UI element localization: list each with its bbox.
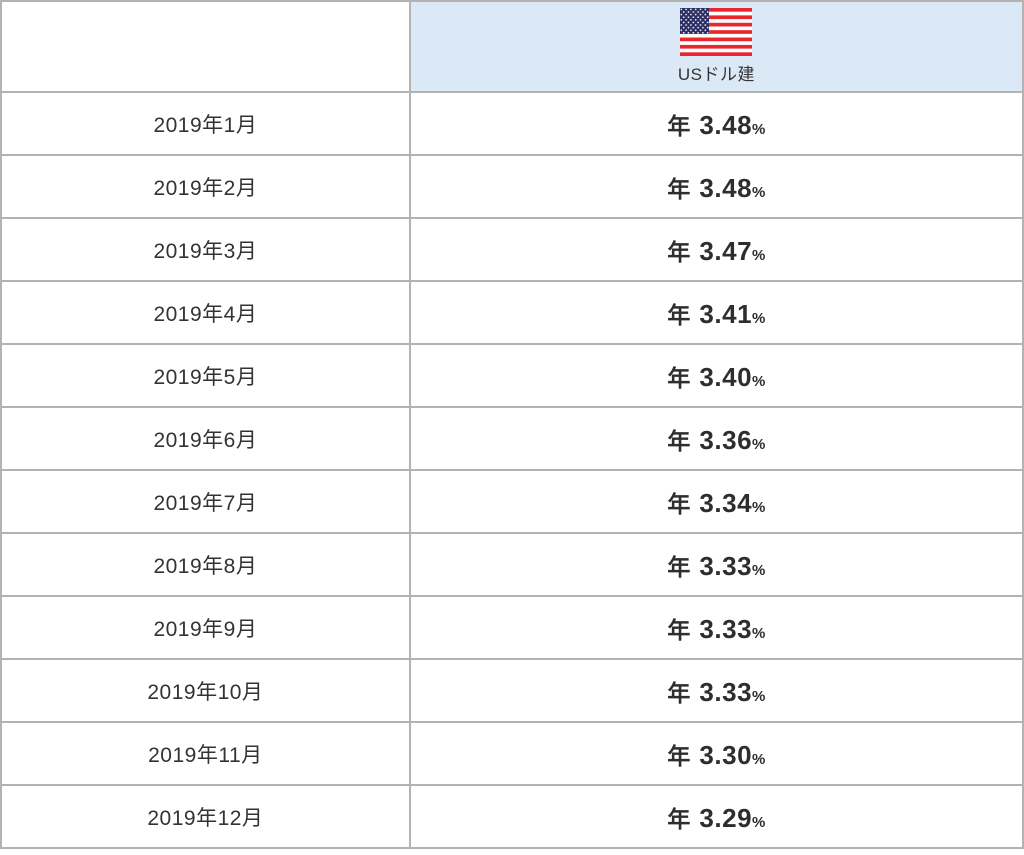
rate-prefix: 年: [667, 364, 691, 391]
rate-cell: 年 3.48%: [408, 154, 1024, 219]
month-cell: 2019年6月: [0, 406, 411, 471]
table-row: 2019年8月 年 3.33%: [0, 532, 1024, 597]
rate-prefix: 年: [667, 553, 691, 580]
currency-label: USドル建: [677, 65, 755, 84]
empty-header-cell: [0, 0, 411, 93]
table-row: 2019年12月 年 3.29%: [0, 784, 1024, 849]
percent-sign: %: [752, 498, 766, 516]
percent-sign: %: [752, 372, 766, 390]
percent-sign: %: [752, 624, 766, 642]
rate-prefix: 年: [667, 238, 691, 265]
rate-prefix: 年: [667, 616, 691, 643]
percent-sign: %: [752, 309, 766, 327]
table-row: 2019年3月 年 3.47%: [0, 217, 1024, 282]
table-row: 2019年9月 年 3.33%: [0, 595, 1024, 660]
currency-header-cell: USドル建: [408, 0, 1024, 93]
rate-prefix: 年: [667, 175, 691, 202]
rate-value: 3.29: [699, 802, 753, 833]
percent-sign: %: [752, 561, 766, 579]
rate-value: 3.36: [699, 424, 753, 455]
rate-value: 3.33: [699, 676, 753, 707]
percent-sign: %: [752, 246, 766, 264]
month-cell: 2019年7月: [0, 469, 411, 534]
rate-cell: 年 3.29%: [408, 784, 1024, 849]
month-cell: 2019年11月: [0, 721, 411, 786]
rate-prefix: 年: [667, 112, 691, 139]
rate-cell: 年 3.33%: [408, 595, 1024, 660]
rate-value: 3.30: [699, 739, 753, 770]
percent-sign: %: [752, 120, 766, 138]
month-cell: 2019年8月: [0, 532, 411, 597]
table-row: 2019年1月 年 3.48%: [0, 91, 1024, 156]
rate-value: 3.33: [699, 613, 753, 644]
rate-value: 3.48: [699, 109, 753, 140]
month-cell: 2019年10月: [0, 658, 411, 723]
table-row: 2019年2月 年 3.48%: [0, 154, 1024, 219]
percent-sign: %: [752, 435, 766, 453]
percent-sign: %: [752, 750, 766, 768]
rate-value: 3.34: [699, 487, 753, 518]
rate-cell: 年 3.47%: [408, 217, 1024, 282]
rate-cell: 年 3.30%: [408, 721, 1024, 786]
month-cell: 2019年3月: [0, 217, 411, 282]
percent-sign: %: [752, 183, 766, 201]
table-row: 2019年4月 年 3.41%: [0, 280, 1024, 345]
rate-cell: 年 3.48%: [408, 91, 1024, 156]
rate-cell: 年 3.33%: [408, 532, 1024, 597]
rate-prefix: 年: [667, 427, 691, 454]
rate-prefix: 年: [667, 742, 691, 769]
rate-cell: 年 3.33%: [408, 658, 1024, 723]
rate-prefix: 年: [667, 490, 691, 517]
rate-cell: 年 3.34%: [408, 469, 1024, 534]
rate-cell: 年 3.36%: [408, 406, 1024, 471]
table-header-row: USドル建: [0, 0, 1024, 93]
rate-cell: 年 3.41%: [408, 280, 1024, 345]
percent-sign: %: [752, 687, 766, 705]
table-row: 2019年10月 年 3.33%: [0, 658, 1024, 723]
rate-value: 3.47: [699, 235, 753, 266]
month-cell: 2019年1月: [0, 91, 411, 156]
month-cell: 2019年2月: [0, 154, 411, 219]
table-row: 2019年5月 年 3.40%: [0, 343, 1024, 408]
month-cell: 2019年4月: [0, 280, 411, 345]
rate-prefix: 年: [667, 805, 691, 832]
rate-cell: 年 3.40%: [408, 343, 1024, 408]
table-row: 2019年7月 年 3.34%: [0, 469, 1024, 534]
rate-value: 3.33: [699, 550, 753, 581]
us-flag-icon: [680, 8, 753, 56]
table-row: 2019年6月 年 3.36%: [0, 406, 1024, 471]
rate-value: 3.40: [699, 361, 753, 392]
month-cell: 2019年5月: [0, 343, 411, 408]
currency-header-content: USドル建: [411, 2, 1022, 91]
rate-value: 3.48: [699, 172, 753, 203]
rate-value: 3.41: [699, 298, 753, 329]
rate-prefix: 年: [667, 679, 691, 706]
rate-prefix: 年: [667, 301, 691, 328]
month-cell: 2019年12月: [0, 784, 411, 849]
percent-sign: %: [752, 813, 766, 831]
month-cell: 2019年9月: [0, 595, 411, 660]
table-row: 2019年11月 年 3.30%: [0, 721, 1024, 786]
